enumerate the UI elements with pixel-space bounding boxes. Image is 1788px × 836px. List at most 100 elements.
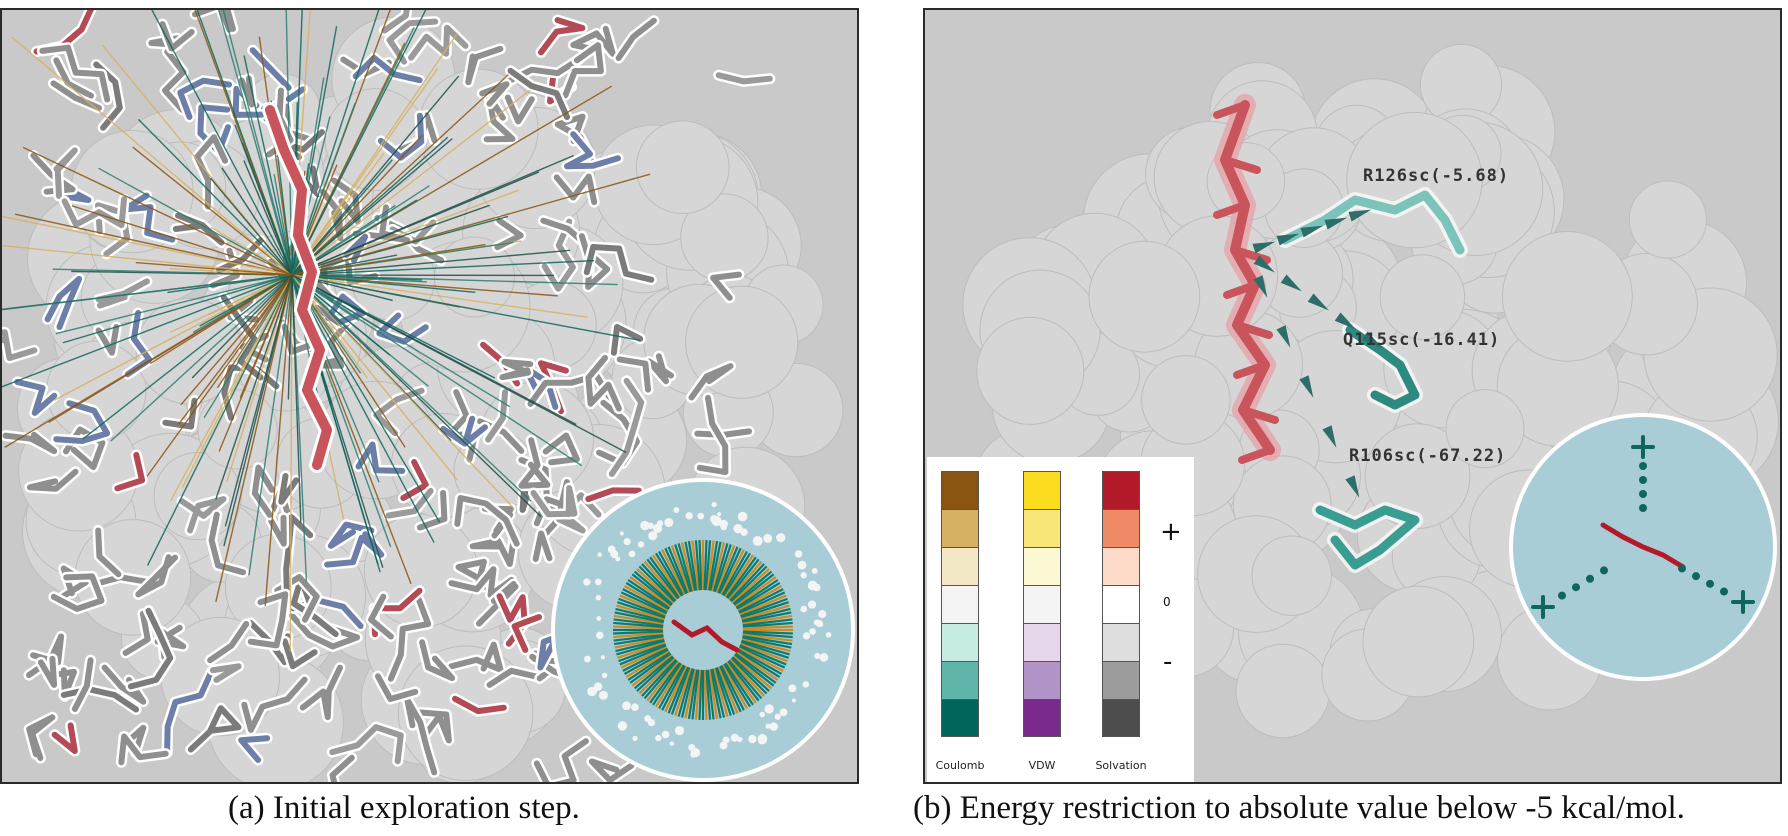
inset-arrow-dot (1706, 579, 1714, 588)
inset-interaction-line (655, 663, 684, 708)
residue-q115 (1345, 325, 1420, 410)
interaction-line (243, 160, 293, 276)
inset-interaction-line (709, 669, 722, 719)
inset-residue-dot (710, 515, 719, 523)
residue-stick (610, 324, 644, 356)
residue-stick (289, 612, 361, 650)
panel-a-initial-exploration (0, 8, 859, 784)
inset-interaction-line (742, 636, 792, 649)
interaction-line (216, 274, 293, 389)
residue-stick (532, 530, 553, 562)
inset-interaction-line (652, 662, 682, 706)
inset-interaction-line (705, 669, 712, 720)
inset-residue-dot (598, 690, 608, 700)
caption-a: (a) Initial exploration step. (228, 790, 580, 826)
inset-arrow-dot (1639, 490, 1647, 498)
surface-atom-sphere (976, 316, 1085, 425)
inset-interaction-line (670, 545, 691, 593)
inset-residue-dot (655, 734, 662, 742)
residue-stick (404, 696, 438, 776)
inset-interaction-line (742, 630, 793, 635)
residue-stick (541, 218, 576, 292)
inset-interaction-line (684, 541, 697, 591)
inset-interaction-line (721, 550, 748, 596)
residue-stick (374, 673, 419, 702)
residue-stick (227, 297, 260, 323)
residue-stick (519, 481, 534, 513)
inset-residue-dot (802, 681, 810, 688)
legend-swatch (1102, 471, 1140, 509)
residue-stick (187, 705, 242, 753)
interaction-line (110, 274, 293, 442)
legend-label-coulomb: Coulomb (935, 759, 985, 772)
residue-stick (608, 377, 645, 477)
inset-interaction-line (638, 657, 676, 695)
inset-interaction-line (643, 560, 678, 601)
interaction-line (215, 274, 293, 603)
inset-interaction-line (613, 630, 664, 635)
interaction-line (291, 274, 441, 523)
interaction-arrow (1252, 241, 1276, 254)
surface-atom-sphere (197, 389, 278, 470)
ligand-branch (1238, 446, 1274, 464)
residue-stick (71, 657, 94, 712)
interaction-arrow (1348, 209, 1372, 222)
residue-stick (207, 621, 250, 664)
residue-stick (135, 554, 178, 598)
inset-interaction-line (738, 645, 786, 669)
interaction-line (98, 167, 293, 276)
inset-residue-dot (774, 713, 781, 720)
residue-stick (53, 400, 111, 444)
inset-interaction-line (614, 611, 664, 624)
inset-interaction-line (694, 540, 701, 591)
inset-interaction-line (687, 669, 698, 720)
residue-stick (479, 81, 510, 107)
inset-residue-dot (814, 652, 821, 659)
inset-interaction-line (655, 552, 684, 597)
interaction-line (291, 10, 427, 276)
inset-interaction-line (633, 570, 674, 605)
residue-stick (241, 676, 308, 733)
inset-interaction-line (614, 636, 664, 649)
inset-residue-dot (794, 550, 803, 558)
interaction-line (199, 274, 293, 327)
residue-stick (14, 378, 58, 416)
residue-stick (127, 607, 174, 690)
residue-stick (329, 754, 355, 782)
inset-residue-dot (757, 734, 768, 744)
interaction-line (243, 55, 293, 276)
ligand-branch (1213, 201, 1249, 219)
panel-b-energy-restriction: R126sc(-5.68) Q115sc(-16.41) R106sc(-67.… (923, 8, 1782, 784)
inset-interaction-line (641, 658, 677, 697)
inset-residue-dot (596, 616, 602, 621)
interaction-line (291, 249, 571, 276)
interaction-arrow (1253, 255, 1275, 273)
inset-interaction-line (619, 594, 667, 616)
legend-swatch (1102, 699, 1140, 737)
residue-stick (452, 695, 507, 715)
legend-swatch (1023, 661, 1061, 699)
residue-stick (530, 485, 578, 518)
inset-residue-dot (748, 734, 757, 744)
inset-interaction-line (618, 642, 666, 663)
inset-residue-dot (763, 533, 773, 543)
residue-stick (469, 535, 517, 567)
radial-inset-b (1509, 413, 1777, 681)
inset-residue-dot (717, 512, 722, 517)
residue-stick (118, 733, 169, 766)
interaction-line (291, 75, 460, 276)
ligand-branch (1233, 321, 1273, 339)
interaction-line (180, 274, 293, 406)
inset-residue-dot (779, 708, 788, 717)
residue-stick (465, 45, 504, 86)
caption-b: (b) Energy restriction to absolute value… (913, 790, 1685, 826)
residue-stick (355, 441, 406, 474)
inset-interaction-line (680, 668, 695, 718)
inset-interaction-line (728, 560, 763, 601)
interaction-line (291, 243, 486, 276)
interaction-line (291, 274, 302, 524)
residue-stick (448, 641, 504, 673)
legend-column-solvation (1102, 471, 1140, 737)
residue-stick (95, 278, 150, 309)
residue-stick (710, 271, 742, 301)
